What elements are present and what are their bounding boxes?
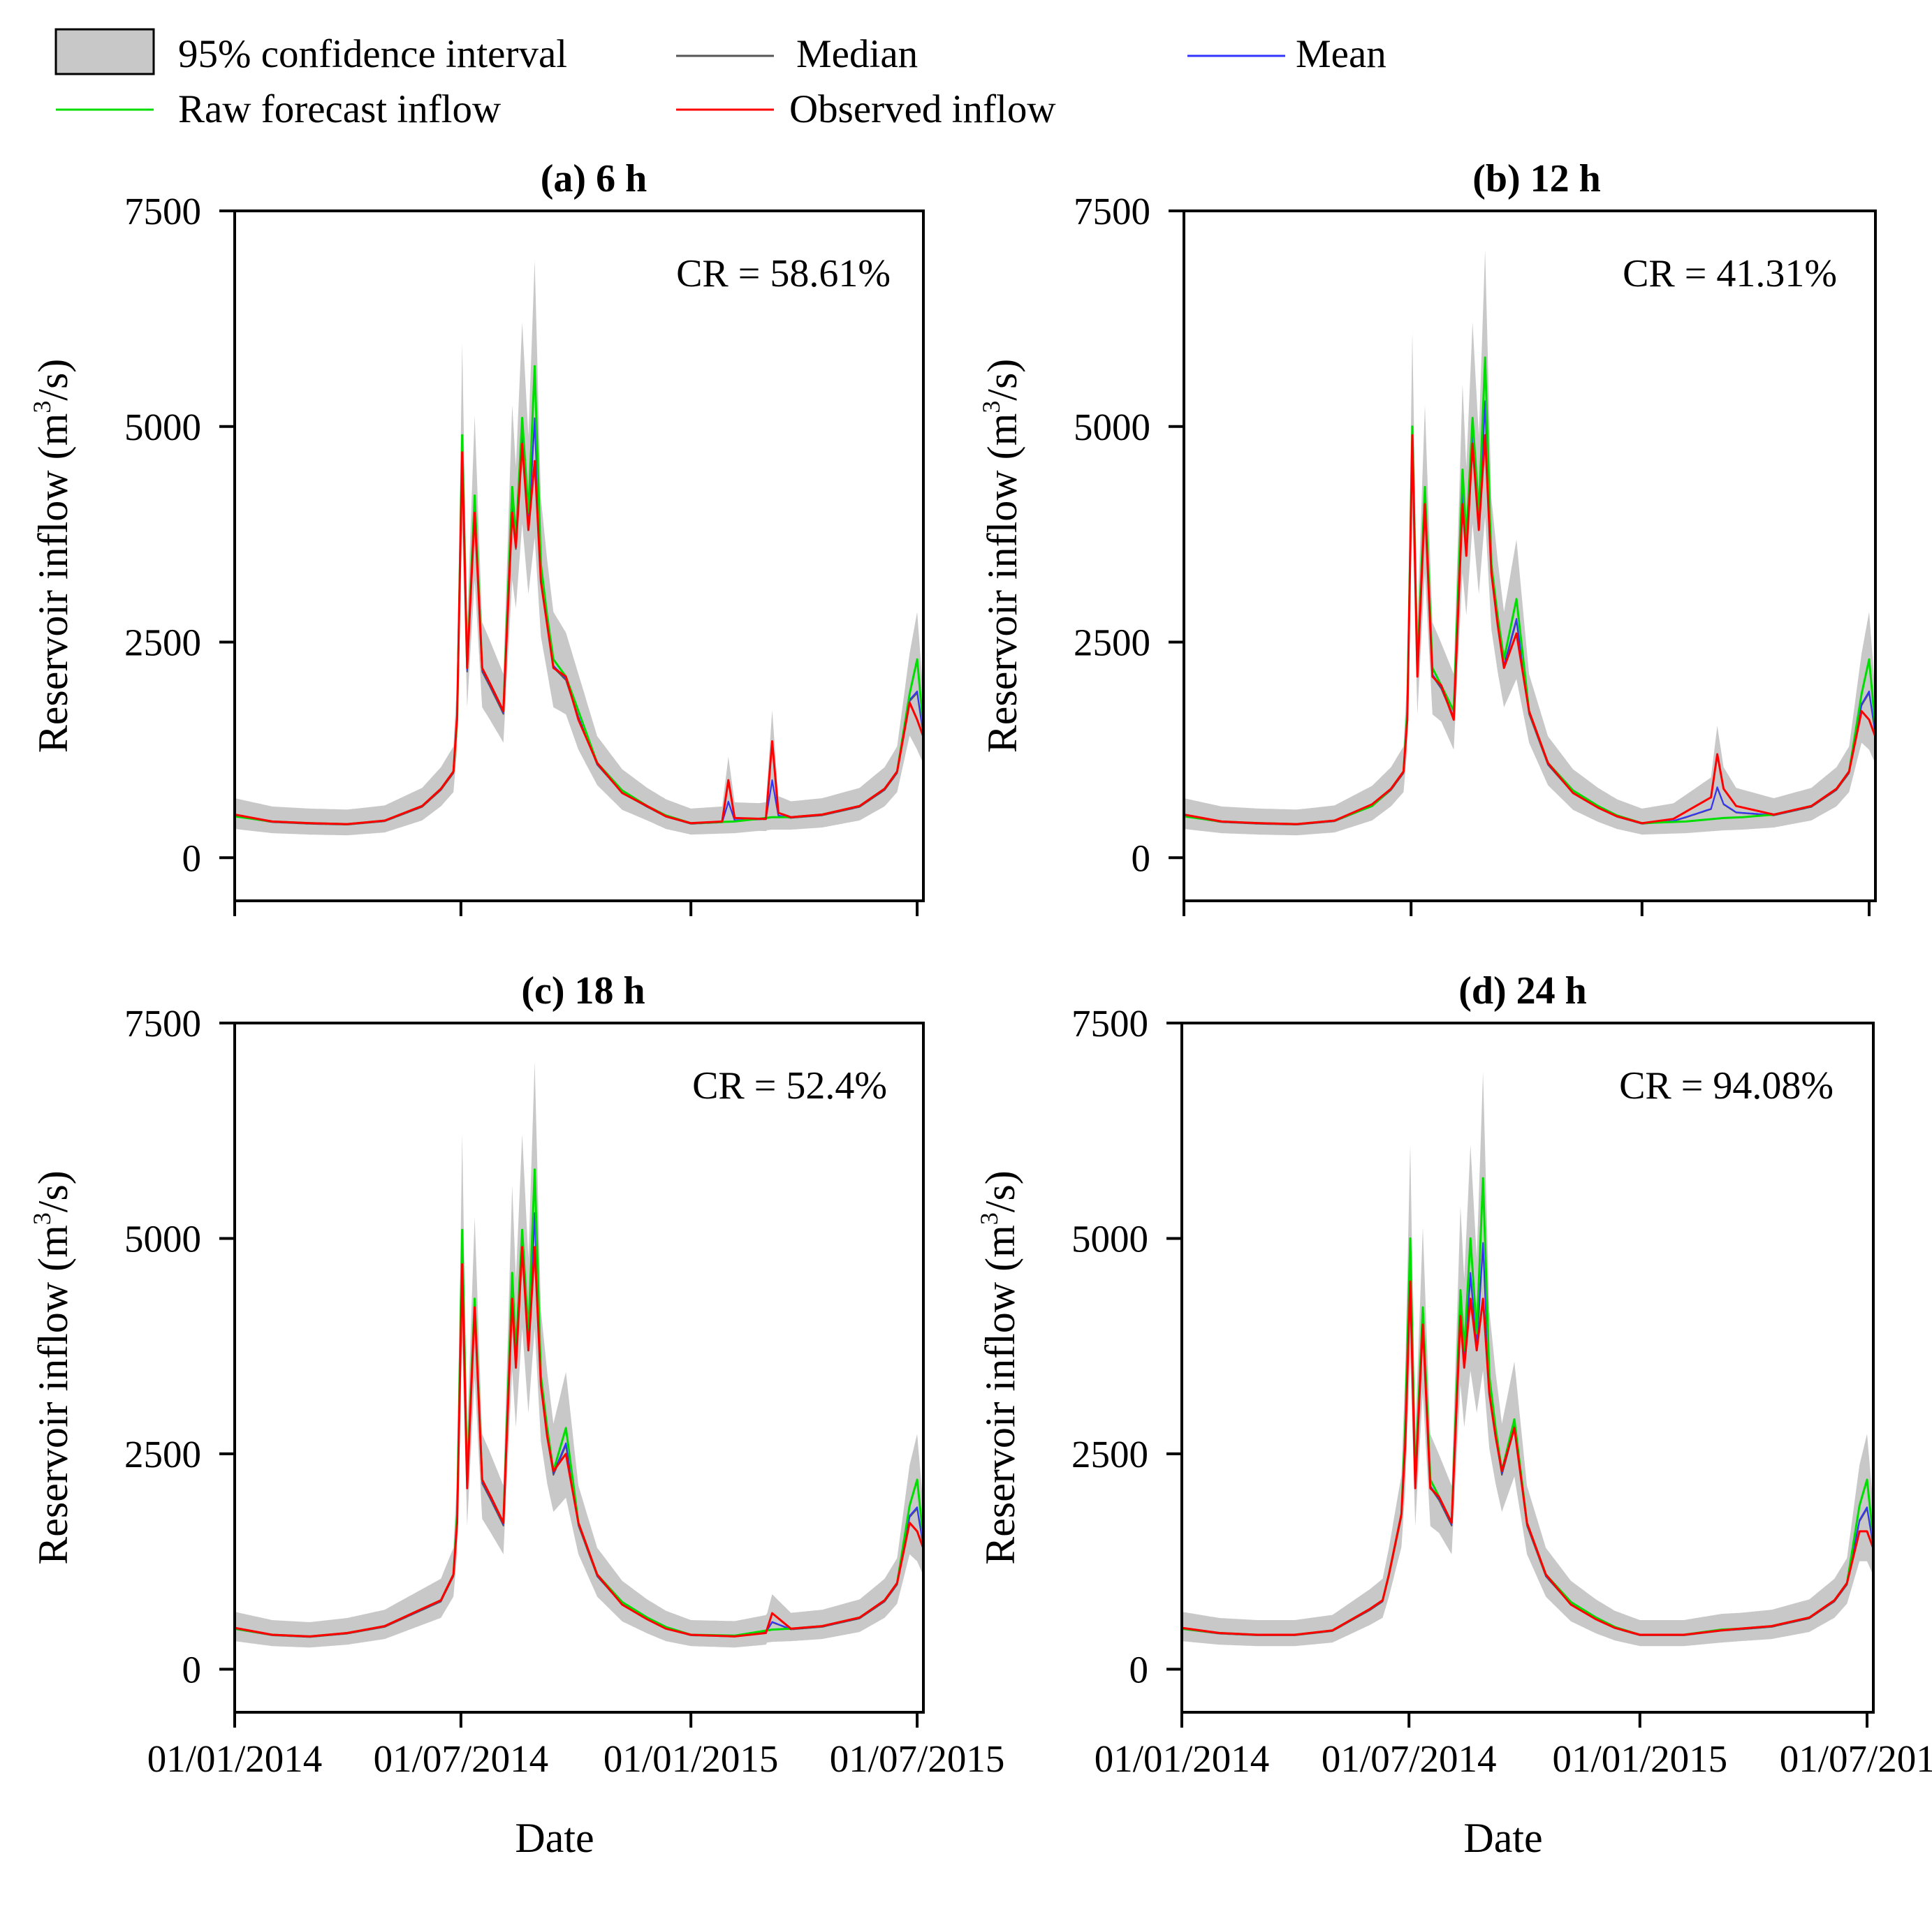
ci-band — [235, 260, 923, 836]
plot-frame — [1183, 209, 1877, 902]
y-tick-label: 7500 — [124, 1002, 201, 1045]
legend-ci-swatch — [54, 28, 155, 75]
y-tick-label: 5000 — [124, 1217, 201, 1260]
ci-band — [1184, 249, 1875, 836]
y-axis-title: Reservoir inflow (m3/s) — [977, 359, 1025, 753]
raw-forecast-line — [234, 1168, 925, 1638]
x-tick-label: 01/01/2014 — [147, 1737, 323, 1780]
mean-line — [1181, 1242, 1874, 1636]
x-tick-label: 01/01/2015 — [603, 1737, 779, 1780]
legend-mean-label: Mean — [1296, 32, 1386, 76]
observed-line — [1183, 434, 1877, 825]
raw-forecast-line — [1183, 356, 1877, 825]
y-axis-title: Reservoir inflow (m3/s) — [975, 1170, 1023, 1565]
y-axis-title-main: Reservoir inflow (m — [30, 1225, 76, 1565]
x-tick-label: 01/01/2014 — [1095, 1737, 1270, 1780]
plot-frame — [233, 209, 925, 902]
cr-label: CR = 52.4% — [692, 1064, 887, 1108]
plot-frame — [233, 1022, 925, 1714]
y-axis-title-end: /s) — [979, 359, 1025, 401]
raw-forecast-line — [234, 365, 925, 825]
x-tick-label: 01/07/2014 — [374, 1737, 549, 1780]
observed-line — [234, 443, 925, 825]
panel-title: (c) 18 h — [521, 969, 645, 1013]
y-tick-label: 0 — [1129, 1648, 1149, 1691]
y-tick-label: 7500 — [1074, 190, 1150, 233]
panel-1: 7500 5000 2500 0 (a) 6 h CR = 58.61% Reservoir… — [28, 157, 925, 916]
median-line — [234, 1216, 924, 1638]
x-axis-title: Date — [515, 1815, 594, 1861]
y-axis-title-sup: 3 — [977, 401, 1005, 413]
y-axis-title: Reservoir inflow (m3/s) — [28, 359, 76, 753]
y-axis-title-main: Reservoir inflow (m — [977, 1225, 1023, 1565]
y-axis-title-end: /s) — [977, 1170, 1023, 1212]
y-axis-title-end: /s) — [30, 359, 76, 401]
panel-2: 7500 5000 2500 0 (b) 12 h CR = 41.31% Reservoi… — [977, 157, 1877, 916]
x-axis-title: Date — [1463, 1815, 1542, 1861]
y-tick-label: 0 — [1132, 837, 1151, 879]
y-axis-title-sup: 3 — [28, 1212, 56, 1225]
y-tick-label: 5000 — [124, 406, 201, 448]
mean-line — [1183, 400, 1876, 825]
y-tick-label: 2500 — [1074, 621, 1150, 664]
y-axis-title-main: Reservoir inflow (m — [979, 413, 1025, 753]
y-tick-label: 2500 — [124, 621, 201, 664]
y-tick-label: 5000 — [1071, 1217, 1148, 1260]
median-line — [234, 421, 924, 825]
ci-band — [1182, 1072, 1873, 1647]
y-axis-title-main: Reservoir inflow (m — [30, 413, 76, 753]
observed-line — [1181, 1280, 1875, 1636]
y-tick-label: 2500 — [124, 1433, 201, 1476]
panel-4: 7500 5000 2500 0 01/01/2014 01/07/2014 01/01/2… — [975, 969, 1932, 1861]
cr-label: CR = 41.31% — [1623, 252, 1837, 295]
panel-title: (b) 12 h — [1472, 157, 1601, 200]
y-axis-title-sup: 3 — [28, 401, 56, 413]
observed-line — [234, 1246, 925, 1638]
legend-observed-label: Observed inflow — [789, 87, 1056, 131]
y-tick-label: 7500 — [1071, 1002, 1148, 1045]
cr-label: CR = 58.61% — [676, 252, 891, 295]
cr-label: CR = 94.08% — [1619, 1064, 1834, 1108]
panel-title: (a) 6 h — [541, 157, 647, 200]
ci-band — [235, 1061, 923, 1648]
legend-median-label: Median — [796, 32, 918, 76]
x-tick-label: 01/01/2015 — [1553, 1737, 1728, 1780]
y-tick-label: 7500 — [124, 190, 201, 233]
y-tick-label: 5000 — [1074, 406, 1150, 448]
legend-ci-label: 95% confidence interval — [178, 32, 567, 76]
x-tick-label: 01/07/2015 — [1780, 1737, 1932, 1780]
median-line — [1183, 404, 1876, 825]
y-tick-label: 0 — [182, 837, 202, 879]
x-tick-label: 01/07/2014 — [1322, 1737, 1497, 1780]
median-line — [1181, 1246, 1874, 1636]
x-tick-label: 01/07/2015 — [830, 1737, 1005, 1780]
plot-frame — [1180, 1022, 1875, 1714]
legend-raw-label: Raw forecast inflow — [178, 87, 501, 131]
y-tick-label: 0 — [182, 1648, 202, 1691]
panel-title: (d) 24 h — [1458, 969, 1587, 1013]
mean-line — [234, 1212, 924, 1638]
y-axis-title: Reservoir inflow (m3/s) — [28, 1170, 76, 1565]
y-tick-label: 2500 — [1071, 1433, 1148, 1476]
panels: 7500 5000 2500 0 (a) 6 h CR = 58.61% Reservoir… — [28, 157, 1932, 1861]
y-axis-title-end: /s) — [30, 1170, 76, 1212]
legend: 95% confidence interval Median Mean Raw … — [54, 28, 1386, 131]
mean-line — [234, 417, 924, 825]
raw-forecast-line — [1181, 1177, 1875, 1636]
y-axis-title-sup: 3 — [975, 1212, 1003, 1225]
panel-3: 7500 5000 2500 0 01/01/2014 01/07/2014 01/01/2… — [28, 969, 1004, 1861]
